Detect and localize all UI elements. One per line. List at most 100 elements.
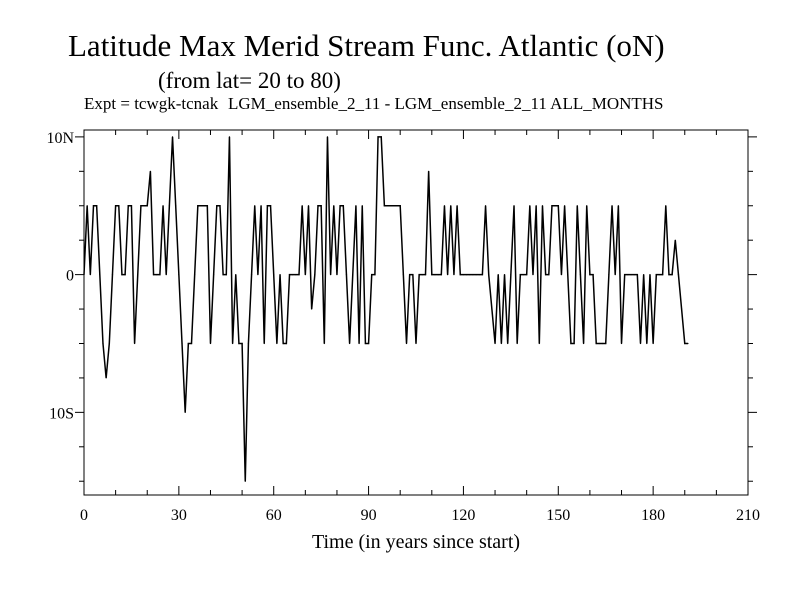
data-point (386, 205, 389, 207)
data-point (443, 205, 446, 207)
ensemble-label: LGM_ensemble_2_11 - LGM_ensemble_2_11 AL… (228, 94, 664, 113)
x-tick-label: 0 (80, 507, 88, 524)
data-point (488, 274, 490, 276)
data-point (409, 274, 411, 276)
data-point (194, 274, 196, 276)
data-point (152, 274, 155, 276)
data-point (181, 342, 183, 345)
data-point (257, 274, 259, 276)
x-tick-label: 90 (361, 507, 377, 524)
data-point (456, 205, 458, 207)
x-tick-label: 210 (736, 507, 760, 524)
data-point (276, 342, 278, 345)
data-point (149, 170, 151, 172)
data-point (532, 274, 534, 276)
data-point (560, 274, 563, 276)
data-point (469, 274, 471, 276)
data-point (548, 274, 550, 276)
data-point (564, 205, 566, 207)
data-point (437, 274, 439, 276)
data-point (665, 205, 667, 207)
data-point (636, 274, 638, 276)
data-point (674, 239, 676, 241)
data-point (472, 274, 474, 276)
data-point (96, 205, 98, 207)
data-point (339, 205, 341, 207)
data-point (200, 205, 202, 207)
data-point (254, 205, 256, 207)
data-point (421, 274, 423, 276)
data-point (526, 274, 528, 276)
data-point (127, 205, 129, 207)
data-point (203, 205, 205, 207)
data-point (535, 205, 537, 207)
data-point (567, 274, 569, 276)
data-point (383, 205, 385, 207)
data-point (288, 274, 291, 276)
data-point (156, 274, 158, 276)
data-point (111, 274, 114, 276)
data-point (655, 274, 657, 276)
data-point (573, 342, 575, 345)
data-point (168, 205, 170, 207)
data-point (529, 205, 531, 207)
data-point (124, 274, 126, 276)
data-point (630, 274, 632, 276)
data-point (374, 274, 376, 276)
data-point (601, 342, 604, 345)
chart-title: Latitude Max Merid Stream Func. Atlantic… (68, 28, 665, 63)
data-point (633, 274, 635, 276)
data-point (367, 342, 370, 345)
data-point (649, 274, 651, 276)
data-point (399, 205, 401, 207)
data-point (165, 274, 167, 276)
data-point (538, 342, 540, 345)
data-point (219, 205, 221, 207)
data-point (317, 205, 319, 207)
y-tick-label: 0 (66, 268, 74, 285)
x-tick-label: 60 (266, 507, 282, 524)
data-point (418, 274, 420, 276)
data-point (405, 342, 408, 345)
data-point (586, 205, 588, 207)
data-point (643, 274, 645, 276)
data-point (662, 274, 664, 276)
x-tick-label: 180 (641, 507, 665, 524)
data-point (304, 274, 306, 276)
data-point (605, 342, 607, 345)
data-point (554, 205, 556, 207)
data-point (415, 342, 417, 345)
data-point (671, 274, 673, 276)
data-point (118, 205, 120, 207)
data-point (507, 342, 509, 345)
data-point (99, 274, 101, 276)
data-point (121, 274, 123, 276)
data-point (614, 274, 616, 276)
data-point (171, 136, 174, 138)
data-point (447, 274, 449, 276)
data-point (579, 274, 582, 276)
data-point (342, 205, 344, 207)
data-point (396, 205, 398, 207)
data-point (491, 308, 493, 310)
data-point (216, 205, 218, 207)
data-point (503, 274, 506, 276)
data-point (133, 342, 136, 345)
data-point (247, 342, 250, 345)
data-point (510, 274, 512, 276)
data-point (238, 342, 240, 345)
data-point (266, 205, 268, 207)
data-point (440, 274, 442, 276)
data-point (570, 342, 572, 345)
data-point (358, 342, 360, 345)
data-point (206, 205, 208, 207)
data-point (250, 274, 253, 276)
data-point (105, 377, 107, 379)
data-point (589, 274, 591, 276)
data-point (494, 342, 496, 345)
data-point (175, 205, 177, 207)
data-point (380, 136, 382, 138)
plot-frame (83, 129, 749, 496)
data-point (279, 274, 281, 276)
data-point (513, 205, 515, 207)
